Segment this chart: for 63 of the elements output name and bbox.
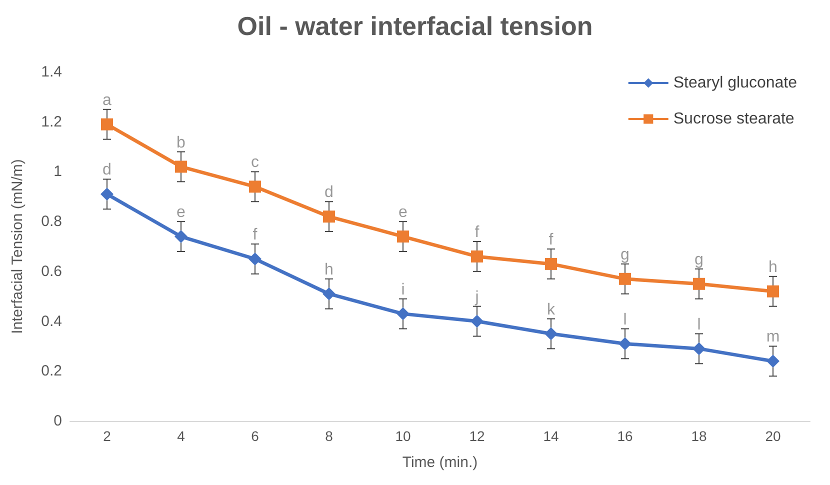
y-tick-label: 0.4 [41,312,62,330]
x-tick-label: 16 [617,428,633,444]
point [101,118,113,130]
annotation: j [474,288,479,306]
annotation: i [401,281,405,298]
annotation: l [623,311,627,328]
point [471,250,483,262]
x-axis-title: Time (min.) [402,454,478,471]
x-tick-label: 8 [325,428,334,444]
y-axis-title: Interfacial Tension (mN/m) [9,159,26,334]
legend-label: Sucrose stearate [673,110,794,128]
y-tick-label: 0.6 [41,262,62,280]
annotation: g [620,246,630,264]
annotation: k [547,301,556,318]
point [766,354,780,368]
legend-label: Stearyl gluconate [673,74,798,92]
point [619,272,631,285]
x-tick-label: 12 [469,428,485,444]
annotation: f [474,224,480,242]
x-tick-label: 18 [691,428,707,444]
annotation: a [102,92,112,109]
point [322,287,336,300]
x-tick-label: 10 [395,428,411,444]
point [323,210,335,223]
x-tick-label: 14 [543,428,559,444]
point [618,337,632,350]
annotation: d [102,162,112,179]
annotation: h [324,261,334,278]
point [248,252,262,266]
annotation: l [697,316,701,334]
y-tick-label: 1.4 [41,64,62,80]
point [544,327,558,340]
point [693,278,705,290]
point [175,160,187,173]
point [249,180,261,193]
y-tick-label: 0.2 [41,362,62,380]
point [470,314,484,328]
annotation: h [768,258,778,276]
annotation: f [548,231,554,248]
point [396,307,410,320]
point [397,230,409,243]
y-tick-label: 1.2 [41,113,62,130]
y-tick-label: 0.8 [41,213,62,230]
point [692,342,706,356]
annotation: b [176,134,186,152]
x-tick-label: 20 [765,428,781,444]
annotation: e [398,204,408,222]
annotation: m [766,328,780,346]
chart-title: Oil - water interfacial tension [237,11,593,41]
x-tick-label: 4 [177,428,186,444]
point [545,258,557,270]
point [174,230,188,244]
point [767,285,779,298]
x-tick-label: 6 [251,428,260,444]
x-tick-label: 2 [103,428,112,444]
annotation: f [252,226,258,244]
y-tick-label: 1 [54,163,62,180]
annotation: g [694,251,704,268]
annotation: d [324,184,334,202]
point [100,188,114,201]
annotation: c [251,154,259,172]
annotation: e [176,204,186,222]
y-tick-label: 0 [54,412,62,430]
